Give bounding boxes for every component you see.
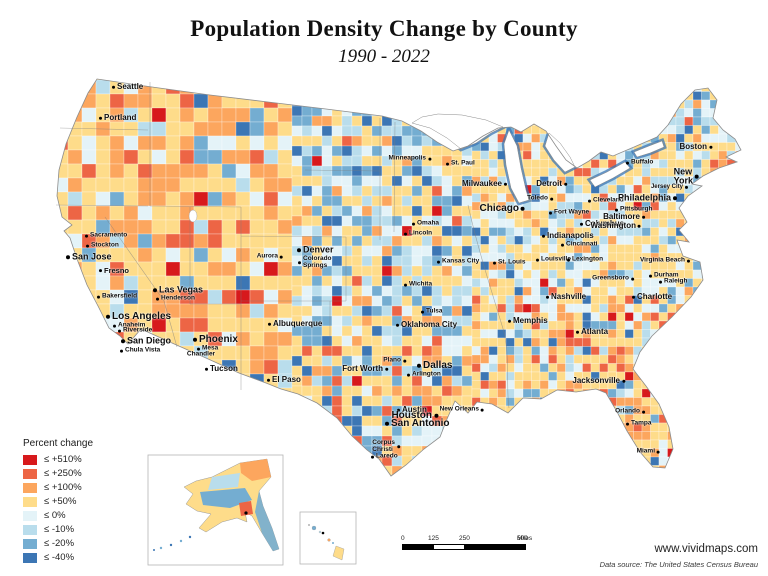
scale-bar: 0 125 250 500 Miles [401, 535, 562, 550]
legend-item: ≤ -10% [23, 524, 93, 535]
hawaii-inset [299, 511, 357, 565]
legend-swatch [23, 552, 37, 563]
legend-label: ≤ +100% [44, 482, 82, 493]
county-mosaic [57, 79, 741, 476]
legend-swatch [23, 496, 37, 507]
legend-label: ≤ +250% [44, 468, 82, 479]
legend-label: ≤ 0% [44, 510, 66, 521]
scale-tick-label: 0 [401, 535, 405, 542]
legend-item: ≤ 0% [23, 510, 93, 521]
legend-item: ≤ +510% [23, 454, 93, 465]
legend: Percent change ≤ +510% ≤ +250% ≤ +100% ≤ +5… [23, 438, 93, 566]
legend-label: ≤ -40% [44, 552, 75, 563]
scale-tick-label: 125 [428, 535, 439, 542]
us-outline [56, 78, 742, 477]
legend-item: ≤ -40% [23, 552, 93, 563]
legend-item: ≤ -20% [23, 538, 93, 549]
scale-bar-rule [402, 544, 526, 550]
scale-tick-label: 250 [459, 535, 470, 542]
scale-bar-labels: 0 125 250 500 Miles [401, 535, 533, 542]
great-lakes [188, 111, 667, 223]
honolulu-dot [321, 531, 325, 535]
great-salt-lake [188, 209, 198, 223]
data-source-credit: Data source: The United States Census Bu… [599, 560, 758, 569]
legend-item: ≤ +100% [23, 482, 93, 493]
legend-item: ≤ +50% [23, 496, 93, 507]
legend-label: ≤ -20% [44, 538, 75, 549]
alaska-inset [147, 454, 284, 566]
legend-items: ≤ +510% ≤ +250% ≤ +100% ≤ +50% ≤ 0% ≤ -10% ≤ -… [23, 454, 93, 563]
legend-item: ≤ +250% [23, 468, 93, 479]
legend-swatch [23, 454, 37, 465]
legend-swatch [23, 538, 37, 549]
anchorage-dot [244, 511, 248, 515]
website-credit: www.vividmaps.com [654, 543, 758, 555]
legend-label: ≤ -10% [44, 524, 75, 535]
legend-swatch [23, 524, 37, 535]
legend-swatch [23, 482, 37, 493]
legend-swatch [23, 510, 37, 521]
legend-label: ≤ +510% [44, 454, 82, 465]
state-borders [55, 82, 510, 409]
legend-swatch [23, 468, 37, 479]
legend-heading: Percent change [23, 438, 94, 449]
legend-label: ≤ +50% [44, 496, 77, 507]
